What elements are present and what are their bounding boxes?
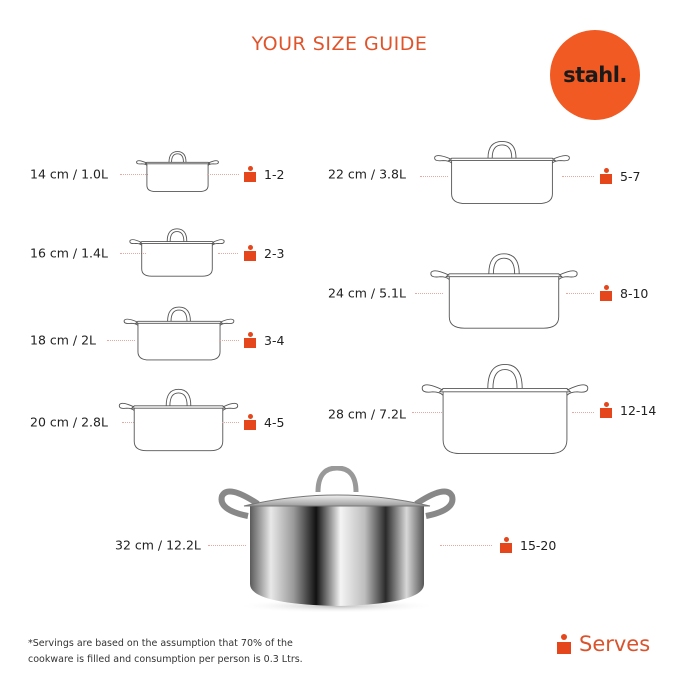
serves-legend: Serves: [557, 632, 650, 656]
pot-outline-14cm: [135, 150, 220, 193]
pot-icon: [419, 361, 591, 457]
serves-count: 1-2: [264, 166, 285, 182]
size-label: 20 cm / 2.8L: [30, 414, 108, 430]
person-icon: [244, 332, 256, 348]
person-icon: [244, 245, 256, 261]
person-icon: [557, 634, 571, 654]
footnote-line: cookware is filled and consumption per p…: [28, 654, 303, 665]
serves-indicator: 12-14: [600, 402, 656, 418]
pot-outline-22cm: [432, 139, 572, 206]
size-label: 24 cm / 5.1L: [328, 285, 406, 301]
servings-footnote: *Servings are based on the assumption th…: [28, 636, 303, 668]
logo-text: stahl.: [563, 63, 627, 87]
serves-indicator: 4-5: [244, 414, 284, 430]
serves-indicator: 15-20: [500, 537, 556, 553]
brand-logo: stahl.: [550, 30, 640, 120]
size-label: 32 cm / 12.2L: [115, 537, 201, 553]
footnote-line: *Servings are based on the assumption th…: [28, 638, 293, 649]
person-icon: [600, 168, 612, 184]
stainless-steel-pot-photo: [218, 466, 456, 612]
size-label: 28 cm / 7.2L: [328, 406, 406, 422]
serves-count: 3-4: [264, 332, 285, 348]
pot-outline-18cm: [122, 305, 236, 362]
serves-count: 2-3: [264, 245, 285, 261]
serves-indicator: 8-10: [600, 285, 648, 301]
legend-label: Serves: [579, 632, 651, 656]
pot-outline-28cm: [419, 361, 591, 457]
size-label: 22 cm / 3.8L: [328, 166, 406, 182]
page-title: YOUR SIZE GUIDE: [251, 33, 428, 55]
size-label: 14 cm / 1.0L: [30, 166, 108, 182]
serves-count: 15-20: [520, 537, 557, 553]
pot-icon: [128, 227, 226, 278]
serves-indicator: 1-2: [244, 166, 284, 182]
pot-icon: [135, 150, 220, 193]
pot-icon: [117, 387, 240, 453]
serves-indicator: 3-4: [244, 332, 284, 348]
size-label: 16 cm / 1.4L: [30, 245, 108, 261]
size-label: 18 cm / 2L: [30, 332, 97, 348]
person-icon: [244, 166, 256, 182]
serves-count: 4-5: [264, 414, 285, 430]
person-icon: [500, 537, 512, 553]
pot-icon: [122, 305, 236, 362]
person-icon: [600, 285, 612, 301]
pot-icon: [428, 251, 580, 331]
serves-indicator: 2-3: [244, 245, 284, 261]
pot-icon: [432, 139, 572, 206]
pot-outline-20cm: [117, 387, 240, 453]
serves-indicator: 5-7: [600, 168, 640, 184]
serves-count: 8-10: [620, 285, 649, 301]
person-icon: [600, 402, 612, 418]
person-icon: [244, 414, 256, 430]
serves-count: 5-7: [620, 168, 641, 184]
serves-count: 12-14: [620, 402, 657, 418]
pot-outline-24cm: [428, 251, 580, 331]
pot-outline-16cm: [128, 227, 226, 278]
